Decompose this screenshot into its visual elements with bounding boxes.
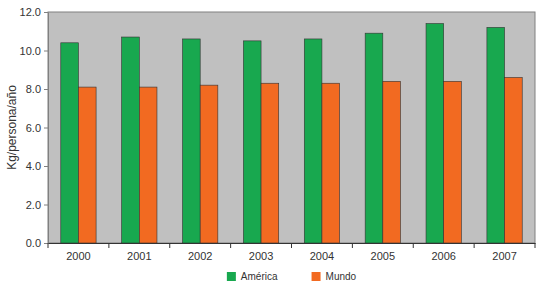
x-tick-label: 2002 bbox=[188, 250, 212, 262]
bar bbox=[261, 83, 279, 243]
y-tick-mark bbox=[44, 128, 48, 129]
y-tick: 10.0 bbox=[20, 45, 48, 57]
bar bbox=[243, 41, 261, 243]
y-tick-label: 0.0 bbox=[26, 237, 41, 249]
category-divider bbox=[230, 243, 231, 248]
x-tick-label: 2006 bbox=[431, 250, 455, 262]
bar bbox=[383, 81, 401, 243]
category-divider bbox=[48, 243, 49, 248]
x-tick: 2001 bbox=[127, 243, 151, 262]
legend-item: Mundo bbox=[312, 271, 357, 282]
y-tick-mark bbox=[44, 89, 48, 90]
y-axis-line bbox=[48, 13, 49, 244]
y-tick: 12.0 bbox=[20, 6, 48, 18]
x-tick: 2005 bbox=[371, 243, 395, 262]
bar bbox=[139, 87, 157, 243]
y-axis-title: Kg/persona/año bbox=[5, 85, 19, 170]
y-tick-label: 6.0 bbox=[26, 122, 41, 134]
x-tick: 2007 bbox=[492, 243, 516, 262]
y-tick-mark bbox=[44, 12, 48, 13]
bar bbox=[426, 24, 444, 243]
bars bbox=[61, 24, 522, 243]
category-divider bbox=[169, 243, 170, 248]
y-tick-label: 2.0 bbox=[26, 199, 41, 211]
bar bbox=[78, 87, 96, 243]
legend-swatch bbox=[312, 272, 321, 281]
y-axis: 0.0 2.0 4.0 6.0 8.0 10.0 12.0 bbox=[20, 6, 49, 249]
y-tick: 6.0 bbox=[26, 122, 48, 134]
x-tick-label: 2003 bbox=[249, 250, 273, 262]
y-tick-label: 10.0 bbox=[20, 45, 41, 57]
legend-label: América bbox=[241, 271, 278, 282]
y-tick-mark bbox=[44, 205, 48, 206]
y-tick-label: 12.0 bbox=[20, 6, 41, 18]
y-tick-label: 4.0 bbox=[26, 160, 41, 172]
category-divider bbox=[474, 243, 475, 248]
bar bbox=[365, 33, 383, 243]
x-tick-label: 2004 bbox=[310, 250, 334, 262]
x-tick: 2003 bbox=[249, 243, 273, 262]
y-tick: 2.0 bbox=[26, 199, 48, 211]
x-tick: 2006 bbox=[431, 243, 455, 262]
y-tick: 4.0 bbox=[26, 160, 48, 172]
legend-swatch bbox=[227, 272, 236, 281]
bar bbox=[122, 37, 140, 243]
bar bbox=[444, 81, 462, 243]
y-tick-label: 8.0 bbox=[26, 83, 41, 95]
x-tick: 2000 bbox=[66, 243, 90, 262]
x-tick-label: 2005 bbox=[371, 250, 395, 262]
legend-label: Mundo bbox=[326, 271, 357, 282]
y-tick: 8.0 bbox=[26, 83, 48, 95]
plot-background bbox=[48, 12, 535, 243]
y-tick-mark bbox=[44, 243, 48, 244]
y-tick-mark bbox=[44, 51, 48, 52]
category-divider bbox=[535, 243, 536, 248]
x-axis: 2000 2001 2002 2003 2004 2005 2006 2007 bbox=[48, 243, 536, 262]
bar bbox=[505, 77, 523, 243]
category-divider bbox=[291, 243, 292, 248]
chart: 0.02.04.06.08.010.012.020002001200220032… bbox=[0, 0, 550, 286]
category-divider bbox=[352, 243, 353, 248]
plot: 0.02.04.06.08.010.012.020002001200220032… bbox=[20, 6, 536, 262]
x-tick: 2004 bbox=[310, 243, 334, 262]
bar bbox=[304, 39, 322, 243]
bar bbox=[487, 27, 505, 243]
bar bbox=[183, 39, 201, 243]
legend-item: América bbox=[227, 271, 278, 282]
bar bbox=[322, 83, 340, 243]
bar bbox=[200, 85, 218, 243]
category-divider bbox=[413, 243, 414, 248]
x-tick-label: 2001 bbox=[127, 250, 151, 262]
bar bbox=[61, 43, 79, 243]
category-divider bbox=[108, 243, 109, 248]
legend: América Mundo bbox=[227, 271, 357, 282]
x-tick: 2002 bbox=[188, 243, 212, 262]
x-tick-label: 2007 bbox=[492, 250, 516, 262]
series bbox=[78, 77, 522, 243]
series bbox=[61, 24, 505, 243]
y-tick-mark bbox=[44, 166, 48, 167]
x-tick-label: 2000 bbox=[66, 250, 90, 262]
y-tick: 0.0 bbox=[26, 237, 48, 249]
